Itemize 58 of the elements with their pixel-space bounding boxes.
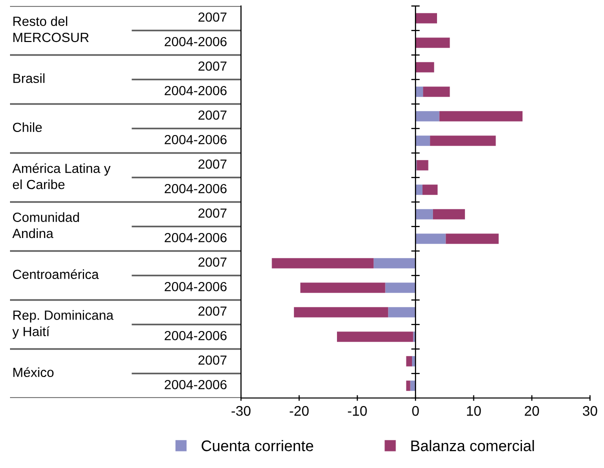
y-tick-label: 2007	[198, 257, 226, 267]
bar	[406, 380, 410, 391]
bar	[272, 258, 374, 268]
bar	[439, 111, 523, 122]
bar	[416, 13, 438, 24]
y-tick-label: 2007	[198, 12, 226, 22]
y-tick-label: 2007	[198, 61, 226, 71]
bar	[416, 160, 428, 170]
text: Brasil	[13, 73, 44, 84]
bar	[416, 111, 440, 122]
y-tick-label: 2004-2006	[164, 282, 227, 292]
bar	[416, 38, 450, 48]
y-tick-label: 2004-2006	[164, 184, 227, 194]
text: América Latina y el Caribe	[12, 163, 111, 190]
y-tick-label: 2007	[198, 306, 226, 316]
x-tick-label: -20	[290, 406, 309, 416]
bar	[374, 258, 416, 268]
x-tick-label: 10	[467, 406, 481, 416]
text: Centroamérica	[12, 269, 99, 280]
y-tick-label: 2007	[198, 208, 226, 218]
bar	[423, 86, 450, 97]
y-tick-label: 2004-2006	[164, 330, 227, 340]
bar	[416, 62, 434, 72]
legend-label: Cuenta corriente	[202, 440, 314, 452]
x-tick-label: 0	[412, 406, 419, 416]
y-tick-label: 2004-2006	[164, 232, 227, 242]
y-tick-label: 2004-2006	[164, 86, 227, 96]
bar	[385, 282, 416, 293]
x-tick-label: -10	[348, 406, 367, 416]
x-tick-label: 30	[582, 406, 598, 416]
text: Chile	[12, 122, 42, 132]
bar	[416, 209, 433, 220]
bar	[430, 136, 496, 146]
y-tick-label: 2004-2006	[164, 36, 227, 46]
bar	[416, 234, 446, 244]
bar	[416, 184, 422, 195]
bar	[416, 136, 430, 146]
bar	[336, 332, 414, 342]
bar	[432, 209, 465, 220]
x-tick-label: 20	[524, 406, 540, 416]
text: Rep. Dominicana y Haití	[12, 310, 114, 339]
x-tick-label: -30	[232, 406, 250, 416]
y-tick-label: 2004-2006	[164, 380, 227, 390]
bar	[416, 86, 424, 97]
text: Resto del MERCOSUR	[13, 16, 89, 42]
text: Comunidad Andina	[12, 212, 79, 238]
text: México	[13, 367, 54, 378]
bar	[300, 282, 386, 293]
bar	[422, 184, 438, 195]
bar	[446, 234, 499, 244]
bar	[388, 307, 416, 318]
bar	[294, 307, 388, 318]
y-tick-label: 2007	[198, 355, 226, 365]
legend-label: Balanza comercial	[411, 440, 534, 452]
y-tick-label: 2007	[198, 159, 226, 169]
y-tick-label: 2004-2006	[164, 134, 227, 144]
bar	[406, 356, 412, 366]
y-tick-label: 2007	[198, 110, 226, 120]
